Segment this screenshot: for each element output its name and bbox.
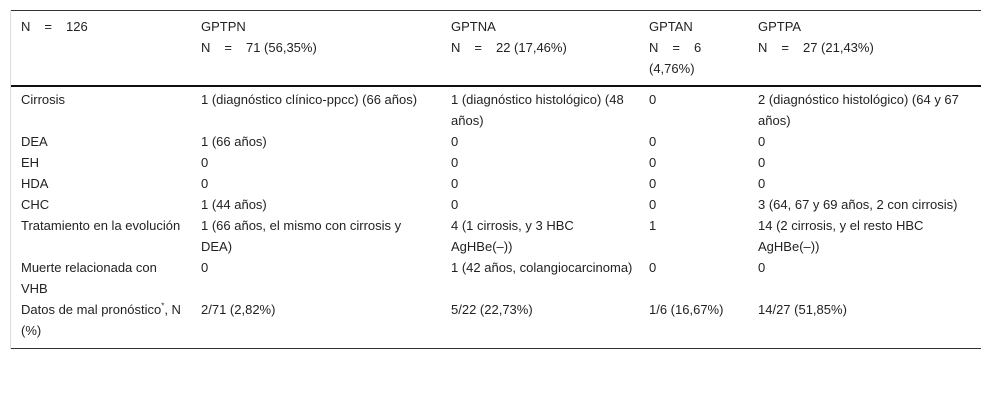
header-total: N = 126 [11,10,191,87]
table-cell: 0 [451,197,459,212]
results-table: N = 126 GPTPN N = 71 (56,35%) GPTNA N = 22 (17,4… [11,10,981,349]
table-cell: 5/22 (22,73%) [451,302,533,317]
table-cell: 1 (42 años, colangiocarcinoma) [451,260,633,275]
table-cell: 1 (66 años) [201,134,267,149]
table-cell: 2 (diagnóstico histológico) (64 y 67 año… [758,92,959,128]
table-cell: 14 (2 cirrosis, y el resto HBC AgHBe(–)) [758,218,924,254]
table-cell: 0 [758,176,766,191]
row-label: Tratamiento en la evolución [21,218,181,233]
table-cell: 1 (diagnóstico clínico-ppcc) (66 años) [201,92,418,107]
table-row: EH 0 0 0 0 [11,152,981,173]
table-cell: 2/71 (2,82%) [201,302,276,317]
table-cell: 0 [649,197,657,212]
table-row: HDA 0 0 0 0 [11,173,981,194]
table-cell: 0 [649,155,657,170]
header-gptan: GPTAN N = 6 (4,76%) [639,10,748,87]
row-label: HDA [21,176,49,191]
table-cell: 14/27 (51,85%) [758,302,847,317]
table-cell: 0 [758,260,766,275]
table-cell: 0 [451,134,459,149]
table-row: Muerte relacionada con VHB 0 1 (42 años, c… [11,257,981,299]
row-label: EH [21,155,40,170]
table-cell: 0 [649,176,657,191]
table-cell: 1 (66 años, el mismo con cirrosis y DEA) [201,218,402,254]
table-cell: 1 (diagnóstico histológico) (48 años) [451,92,624,128]
row-label: CHC [21,197,50,212]
table-cell: 0 [451,176,459,191]
table-cell: 0 [451,155,459,170]
table-cell: 4 (1 cirrosis, y 3 HBC AgHBe(–)) [451,218,574,254]
table-row: Datos de mal pronóstico*, N (%) 2/71 (2,8… [11,299,981,349]
row-label: Cirrosis [21,92,66,107]
row-label: Datos de mal pronóstico*, N (%) [21,301,181,338]
header-gptna: GPTNA N = 22 (17,46%) [441,10,639,87]
table-row: CHC 1 (44 años) 0 0 3 (64, 67 y 69 años, 2 c… [11,194,981,215]
table-cell: 0 [758,134,766,149]
table-cell: 1/6 (16,67%) [649,302,724,317]
table-cell: 1 (44 años) [201,197,267,212]
row-label: Muerte relacionada con VHB [21,260,157,296]
table-cell: 3 (64, 67 y 69 años, 2 con cirrosis) [758,197,958,212]
header-row: N = 126 GPTPN N = 71 (56,35%) GPTNA N = 22 (17,4… [11,10,981,87]
table-row: Tratamiento en la evolución 1 (66 años, e… [11,215,981,257]
table-cell: 0 [758,155,766,170]
header-gptpa: GPTPA N = 27 (21,43%) [748,10,981,87]
table-cell: 0 [201,176,209,191]
table-row: Cirrosis 1 (diagnóstico clínico-ppcc) (66… [11,86,981,131]
table-cell: 0 [649,92,657,107]
table-cell: 0 [201,155,209,170]
table-cell: 0 [649,134,657,149]
table-cell: 0 [649,260,657,275]
table-cell: 1 [649,218,657,233]
row-label: DEA [21,134,48,149]
header-gptpn: GPTPN N = 71 (56,35%) [191,10,441,87]
table-row: DEA 1 (66 años) 0 0 0 [11,131,981,152]
results-table-container: N = 126 GPTPN N = 71 (56,35%) GPTNA N = 22 (17,4… [10,10,981,349]
table-cell: 0 [201,260,209,275]
